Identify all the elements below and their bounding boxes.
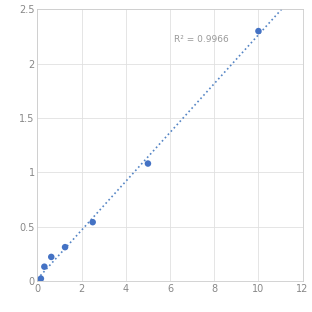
Point xyxy=(38,276,43,281)
Point xyxy=(145,161,150,166)
Point xyxy=(35,278,40,283)
Point xyxy=(63,245,68,250)
Text: R² = 0.9966: R² = 0.9966 xyxy=(174,35,229,44)
Point xyxy=(256,29,261,34)
Point xyxy=(49,254,54,259)
Point xyxy=(90,220,95,225)
Point xyxy=(42,264,47,269)
